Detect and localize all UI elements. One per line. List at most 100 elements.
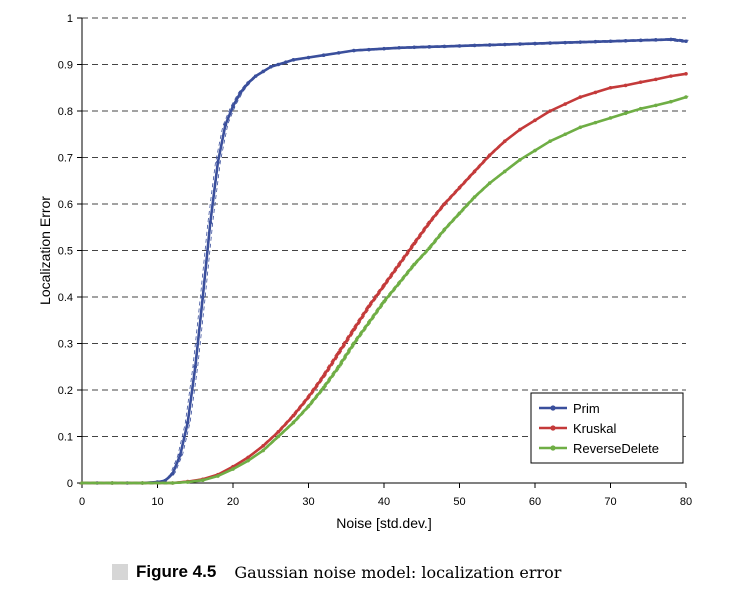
series-prim-point-24: [306, 55, 311, 60]
series-prim-point-44: [608, 39, 613, 44]
series-prim-point-38: [518, 42, 522, 46]
y-tick-label-4: 0.4: [58, 292, 73, 304]
y-tick-label-2: 0.2: [58, 385, 73, 397]
series-reversedelete-point-25: [503, 169, 507, 174]
series-prim-point-9: [185, 420, 190, 425]
series-kruskal-point-35: [654, 77, 658, 82]
series-kruskal-point-24: [487, 153, 492, 157]
x-tick-label-8: 80: [680, 496, 692, 508]
series-reversedelete-point-17: [382, 299, 386, 304]
series-kruskal-point-36: [669, 74, 673, 78]
series-reversedelete-point-31: [593, 120, 598, 125]
series-prim-point-41: [563, 40, 567, 45]
series-reversedelete-point-29: [563, 132, 567, 137]
series-prim-point-11: [201, 295, 205, 299]
caption-marker: [112, 564, 128, 580]
series-reversedelete-point-27: [533, 148, 537, 153]
series-reversedelete-point-32: [608, 116, 613, 120]
series-kruskal-point-37: [684, 72, 688, 76]
x-tick-label-6: 60: [529, 496, 541, 508]
series-prim-point-13: [216, 160, 220, 164]
series-prim-point-30: [397, 45, 401, 50]
series-kruskal-point-31: [593, 90, 598, 95]
series-reversedelete-point-22: [457, 211, 462, 216]
x-axis-label: Noise [std.dev.]: [336, 515, 431, 531]
series-reversedelete-point-16: [367, 320, 371, 325]
series-reversedelete-point-10: [276, 434, 281, 439]
series-prim-point-31: [412, 45, 417, 50]
legend: Prim Kruskal ReverseDelete: [530, 392, 684, 464]
series-prim-point-18: [253, 74, 258, 78]
y-tick-label-9: 0.9: [58, 60, 73, 72]
series-kruskal-point-27: [533, 118, 537, 123]
series-prim-point-16: [238, 90, 243, 95]
series-kruskal-point-33: [623, 83, 628, 88]
series-kruskal-point-14: [336, 351, 341, 355]
x-tick-label-7: 70: [604, 496, 616, 508]
series-prim-point-37: [503, 42, 507, 47]
series-kruskal-line: [82, 72, 687, 485]
series-prim-point-26: [336, 51, 341, 55]
series-reversedelete-point-33: [623, 111, 628, 116]
series-prim-point-33: [442, 44, 447, 49]
legend-label-reversedelete: ReverseDelete: [573, 441, 659, 456]
series-kruskal-point-34: [638, 80, 643, 84]
legend-label-prim: Prim: [573, 401, 600, 416]
series-prim-point-25: [321, 53, 326, 57]
series-reversedelete-point-12: [306, 404, 311, 409]
figure-caption: Figure 4.5 Gaussian noise model: localiz…: [112, 560, 561, 584]
y-tick-label-6: 0.6: [58, 199, 73, 211]
series-prim-point-20: [268, 65, 273, 69]
series-prim-point-6: [163, 478, 167, 483]
grid-lines: [82, 17, 686, 437]
y-tick-label-0: 0: [67, 478, 73, 490]
series-prim-point-36: [487, 43, 492, 47]
series-layer: [79, 37, 689, 485]
x-tick-label-5: 50: [453, 496, 465, 508]
y-tick-label-7: 0.7: [58, 153, 73, 165]
series-kruskal-point-21: [442, 202, 447, 206]
series-reversedelete-point-21: [442, 227, 447, 232]
series-prim-point-17: [246, 81, 250, 85]
legend-label-kruskal: Kruskal: [573, 421, 616, 436]
y-axis-label: Localization Error: [37, 196, 53, 305]
legend-marker-reversedelete: [550, 445, 556, 451]
series-kruskal-point-20: [427, 220, 432, 225]
series-kruskal-point-30: [578, 95, 583, 99]
series-kruskal-point-13: [321, 374, 326, 378]
series-reversedelete-point-18: [397, 281, 401, 285]
series-prim-point-27: [352, 48, 356, 53]
x-tick-label-0: 0: [79, 496, 85, 508]
series-prim-point-35: [472, 43, 477, 48]
series-prim-point-15: [231, 104, 235, 109]
series-prim-point-29: [382, 46, 386, 51]
series-kruskal-point-19: [412, 241, 417, 246]
x-tick-label-4: 40: [378, 496, 390, 508]
series-reversedelete-point-24: [487, 181, 492, 185]
series-kruskal-point-23: [472, 169, 477, 174]
series-reversedelete-point-30: [578, 125, 583, 130]
series-reversedelete-point-37: [684, 95, 688, 99]
y-tick-label-3: 0.3: [58, 339, 73, 351]
series-kruskal-point-25: [503, 139, 507, 144]
series-reversedelete-point-5: [201, 478, 205, 483]
series-kruskal-point-8: [246, 455, 250, 460]
series-reversedelete-point-14: [336, 364, 341, 369]
series-reversedelete-point-2: [140, 481, 145, 485]
series-reversedelete-point-35: [654, 103, 658, 108]
series-reversedelete-point-19: [412, 262, 417, 267]
series-kruskal-point-12: [306, 395, 311, 399]
x-tick-label-3: 30: [302, 496, 314, 508]
series-reversedelete-point-3: [170, 481, 175, 485]
series-prim-point-47: [654, 38, 658, 42]
series-reversedelete-point-0: [80, 481, 84, 485]
series-prim-point-21: [276, 62, 281, 67]
legend-box: [530, 392, 684, 464]
series-prim-point-28: [367, 47, 371, 52]
series-kruskal-point-10: [276, 430, 281, 434]
series-reversedelete-point-26: [518, 158, 522, 162]
series-kruskal-point-18: [397, 262, 401, 267]
series-prim-point-8: [178, 453, 182, 457]
series-kruskal-point-29: [563, 102, 567, 106]
series-prim-point-40: [548, 41, 552, 45]
